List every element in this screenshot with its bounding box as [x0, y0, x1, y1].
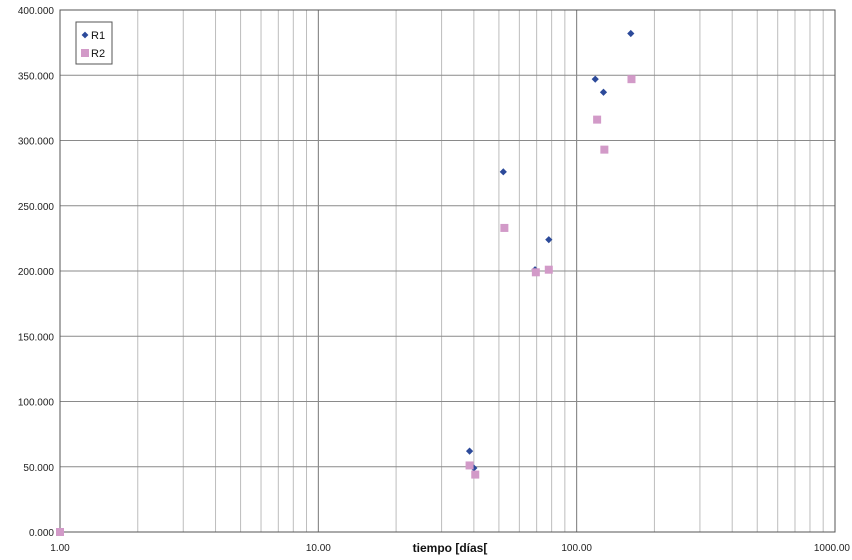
- y-tick-label: 350.000: [18, 71, 55, 82]
- data-point-r2: [471, 470, 480, 479]
- data-point-r2: [627, 75, 636, 84]
- legend: R1 R2: [75, 21, 113, 65]
- legend-label-r1: R1: [91, 30, 105, 42]
- data-point-r2: [593, 115, 602, 124]
- legend-marker-r1: [81, 31, 89, 39]
- data-point-r2: [531, 268, 540, 277]
- y-axis-tick-labels: 0.000 50.000 100.000 150.000 200.000 250.000 3…: [18, 6, 55, 539]
- legend-marker-r2: [81, 49, 89, 57]
- data-point-r2: [465, 461, 474, 470]
- x-tick-label: 100.00: [561, 543, 592, 554]
- x-tick-label: 1.00: [50, 543, 70, 554]
- x-axis-tick-labels: 1.00 10.00 100.00 1000.00: [50, 543, 850, 554]
- x-tick-label: 1000.00: [814, 543, 851, 554]
- legend-label-r2: R2: [91, 48, 105, 60]
- y-tick-label: 200.000: [18, 267, 55, 278]
- data-point-r1: [591, 75, 599, 83]
- data-point-r2: [56, 528, 64, 536]
- x-axis-label: tiempo [días[: [413, 541, 488, 555]
- y-tick-label: 50.000: [23, 463, 54, 474]
- legend-box: [75, 21, 113, 65]
- data-point-r2: [500, 223, 509, 232]
- data-point-r1: [465, 447, 474, 455]
- x-tick-label: 10.00: [306, 543, 331, 554]
- y-tick-label: 100.000: [18, 398, 55, 409]
- y-tick-label: 400.000: [18, 6, 55, 17]
- plot-frame: [59, 9, 836, 533]
- y-tick-label: 300.000: [18, 137, 55, 148]
- grid: [60, 10, 835, 532]
- data-point-r2: [600, 145, 609, 154]
- y-tick-label: 150.000: [18, 332, 55, 343]
- data-point-r2: [544, 265, 553, 274]
- y-tick-label: 0.000: [29, 528, 54, 539]
- data-point-r1: [499, 168, 507, 176]
- data-point-r1: [627, 29, 635, 38]
- data-point-r1: [545, 236, 553, 244]
- y-tick-label: 250.000: [18, 202, 55, 213]
- data-point-r1: [599, 88, 608, 96]
- data-points: [56, 29, 636, 536]
